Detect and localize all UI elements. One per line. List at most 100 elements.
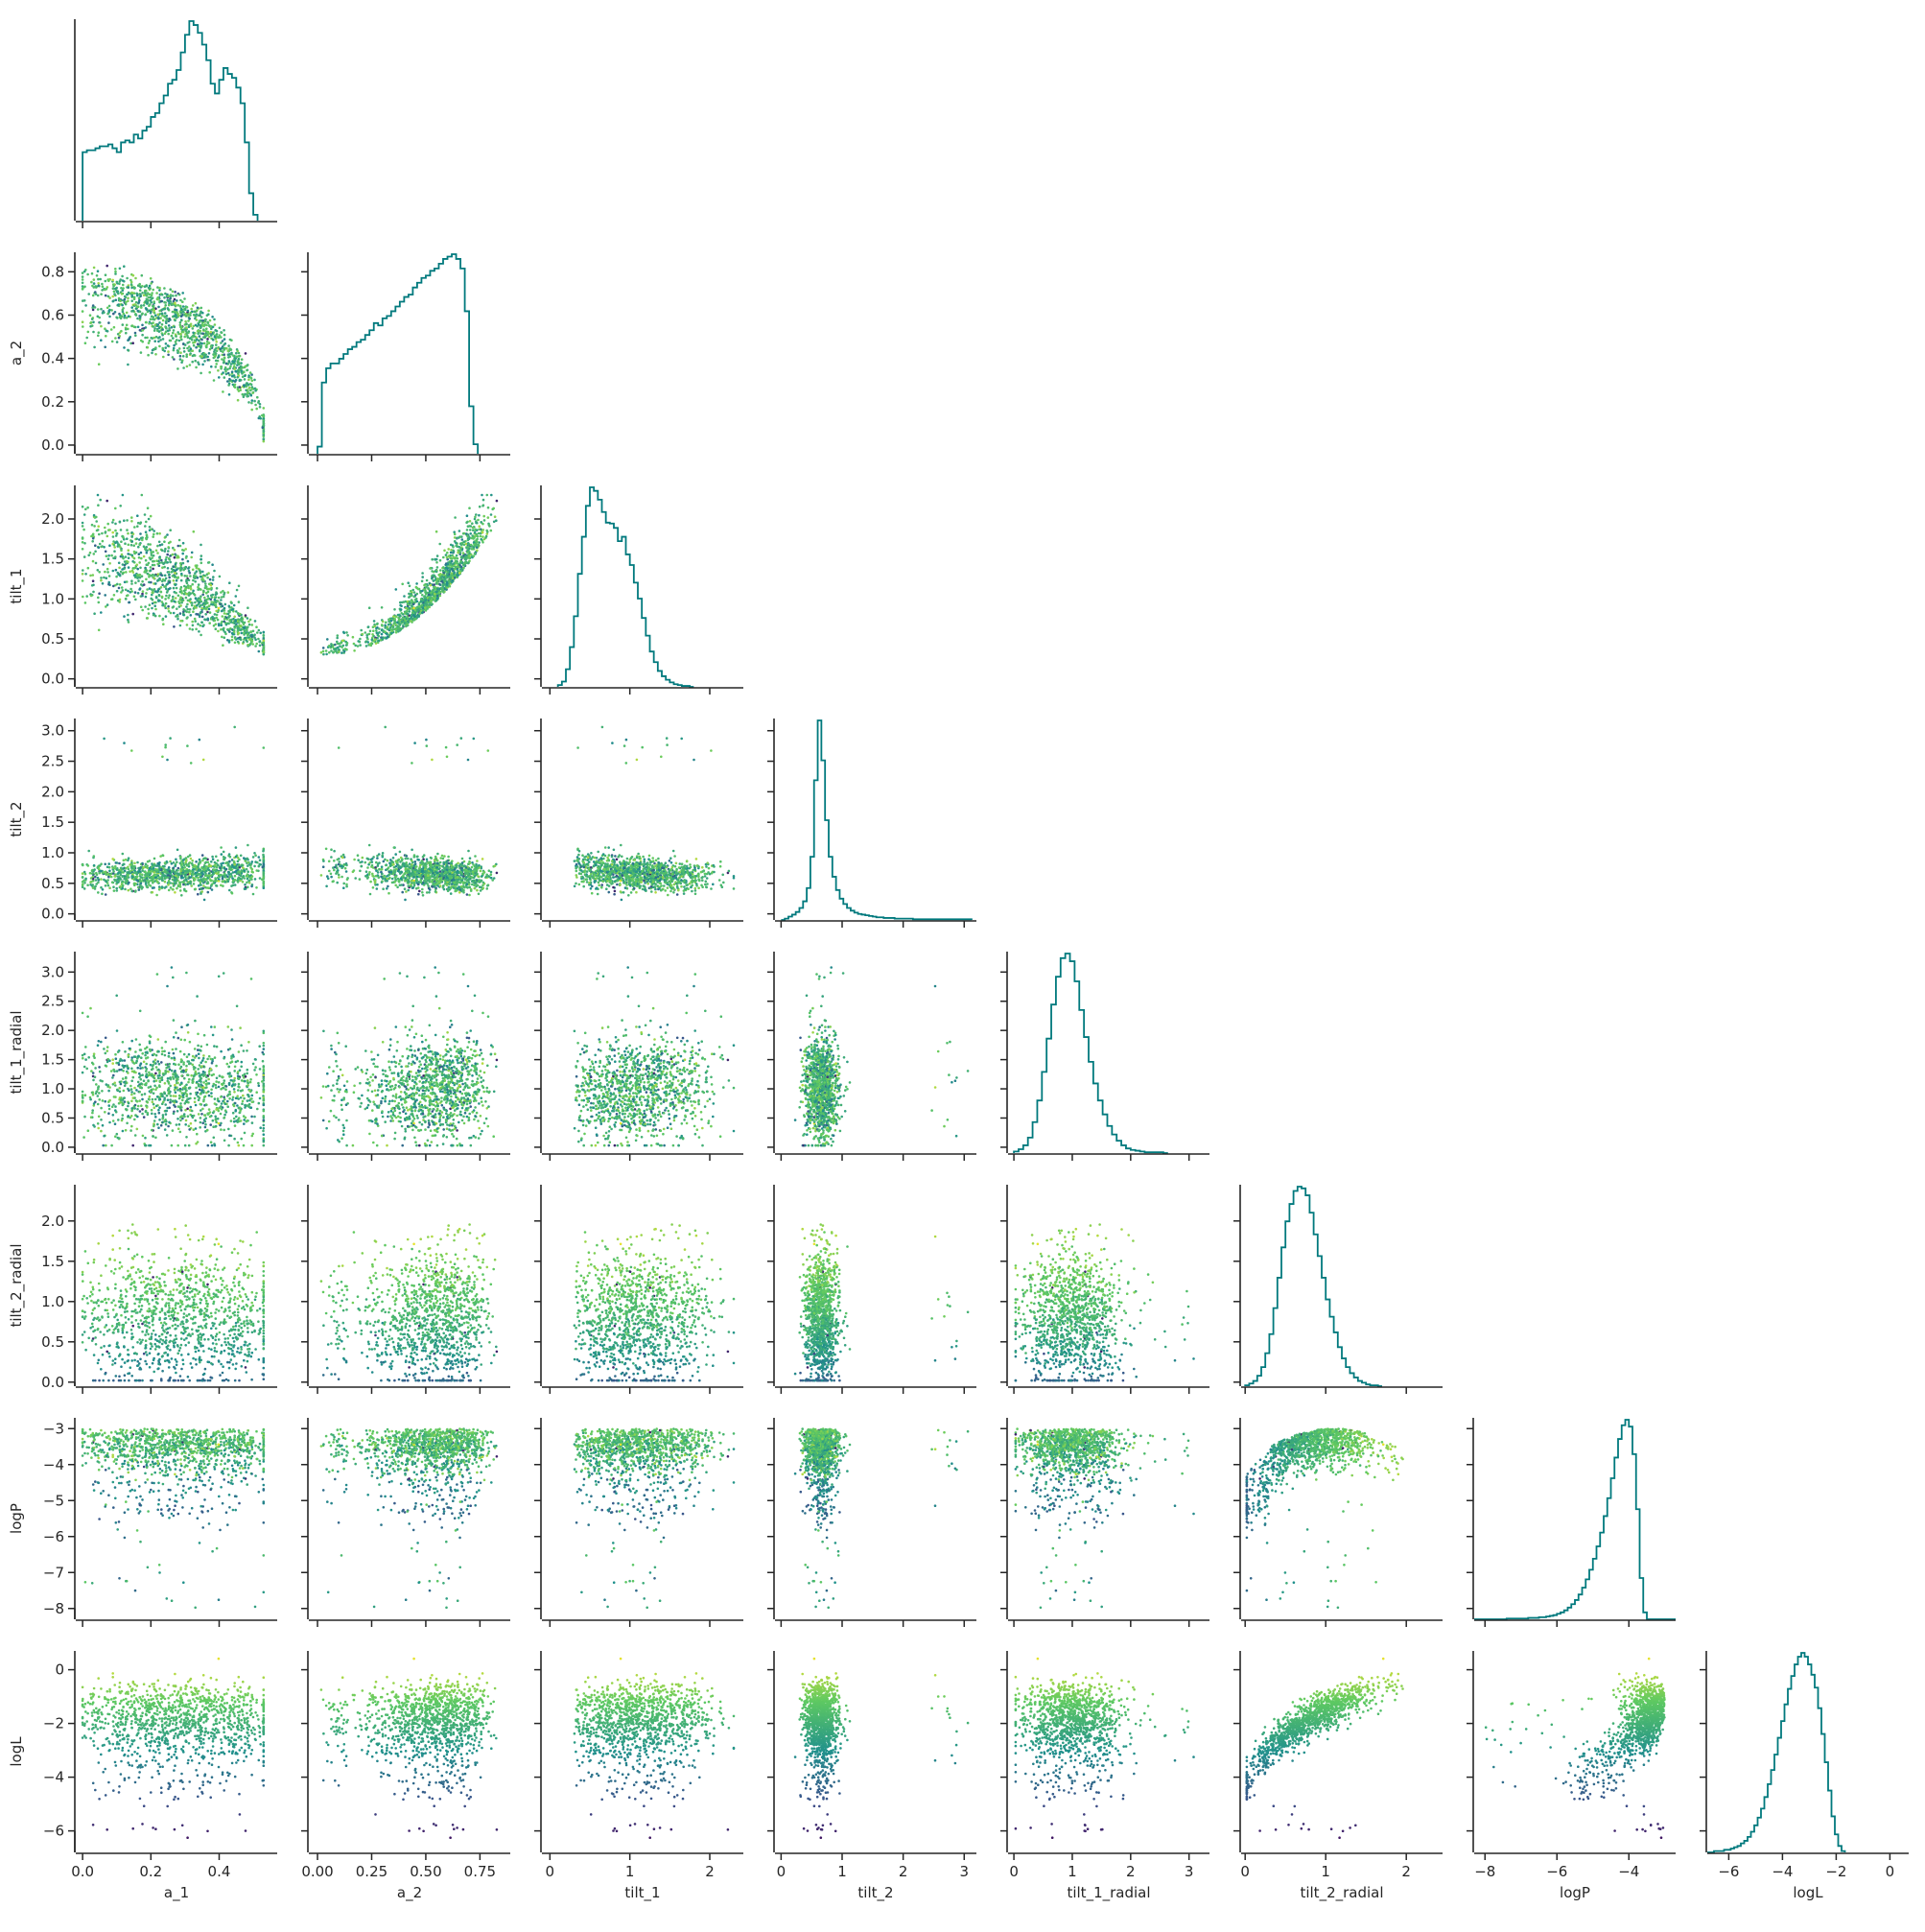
scatter-point [172,295,175,297]
scatter-point [148,860,152,862]
scatter-point [95,274,99,277]
scatter-point [148,304,151,308]
scatter-point [179,325,182,329]
scatter-point [139,339,143,342]
scatter-point [130,295,133,298]
scatter-point [223,342,227,345]
scatter-point [220,628,223,631]
scatter-point [250,867,254,871]
scatter-point [130,579,133,582]
scatter-point [215,343,218,346]
scatter-point [81,863,84,866]
scatter-point [172,329,176,332]
y-axis-label: a_2 [8,341,26,365]
scatter-point [152,325,154,328]
scatter-point [189,869,192,873]
scatter-point [148,284,152,288]
scatter-point [440,575,444,578]
scatter-point [238,866,242,869]
scatter-point [141,869,144,872]
scatter-point [177,347,181,350]
scatter-point [141,333,144,337]
scatter-point [163,886,167,889]
scatter-point [472,529,475,531]
scatter-point [472,554,476,557]
scatter-point [148,573,151,577]
scatter-point [174,308,176,312]
scatter-point [319,650,323,654]
scatter-point [198,587,201,591]
scatter-point [414,585,418,589]
scatter-point [230,618,233,622]
scatter-point [197,332,200,336]
scatter-point [176,303,179,307]
scatter-point [171,887,175,891]
scatter-point [154,346,157,349]
scatter-point [207,324,211,327]
scatter-point [213,336,217,339]
scatter-point [230,374,234,378]
scatter-point [257,628,261,632]
scatter-point [204,618,207,622]
scatter-point [221,340,224,342]
scatter-point [255,625,258,628]
scatter-point [200,316,203,318]
scatter-point [416,609,419,613]
scatter-point [187,323,191,327]
scatter-point [189,598,192,601]
scatter-point [142,545,146,548]
scatter-point [262,634,266,637]
scatter-point [176,848,179,852]
scatter-point [148,293,152,296]
scatter-point [192,342,195,344]
scatter-point [167,350,170,353]
scatter-point [247,623,251,626]
scatter-point [250,379,254,383]
scatter-point [204,582,207,585]
scatter-point [155,590,159,594]
scatter-point [93,612,96,615]
scatter-point [380,606,384,609]
scatter-point [177,538,181,542]
y-tick-label: 0.0 [41,436,64,454]
scatter-point [236,612,240,615]
scatter-point [210,365,213,368]
scatter-point [122,859,126,862]
scatter-point [105,335,107,338]
scatter-point [138,561,141,564]
scatter-point [344,640,348,644]
scatter-point [211,858,215,860]
scatter-point [152,304,154,308]
scatter-point [232,361,236,364]
scatter-point [408,596,411,599]
scatter-point [114,568,118,572]
scatter-point [435,590,438,594]
scatter-point [112,290,116,294]
scatter-point [262,862,266,865]
scatter-point [130,324,133,328]
scatter-point [230,370,234,374]
scatter-point [144,300,148,304]
scatter-point [220,624,223,627]
scatter-point [209,583,213,587]
scatter-point [200,371,202,375]
y-tick-label: 0.5 [41,630,64,648]
scatter-point [233,367,236,370]
scatter-point [151,598,154,601]
scatter-point [187,586,190,590]
scatter-point [250,624,254,626]
scatter-point [444,554,448,556]
scatter-point [153,329,156,332]
scatter-point [185,322,188,325]
scatter-point [223,376,226,379]
scatter-point [169,611,173,615]
scatter-point [200,352,203,356]
scatter-point [96,493,100,497]
scatter-point [214,869,218,873]
scatter-point [188,318,191,320]
scatter-point [484,534,488,538]
scatter-point [97,504,100,507]
scatter-point [118,574,122,577]
scatter-point [190,555,193,559]
scatter-point [186,744,189,747]
